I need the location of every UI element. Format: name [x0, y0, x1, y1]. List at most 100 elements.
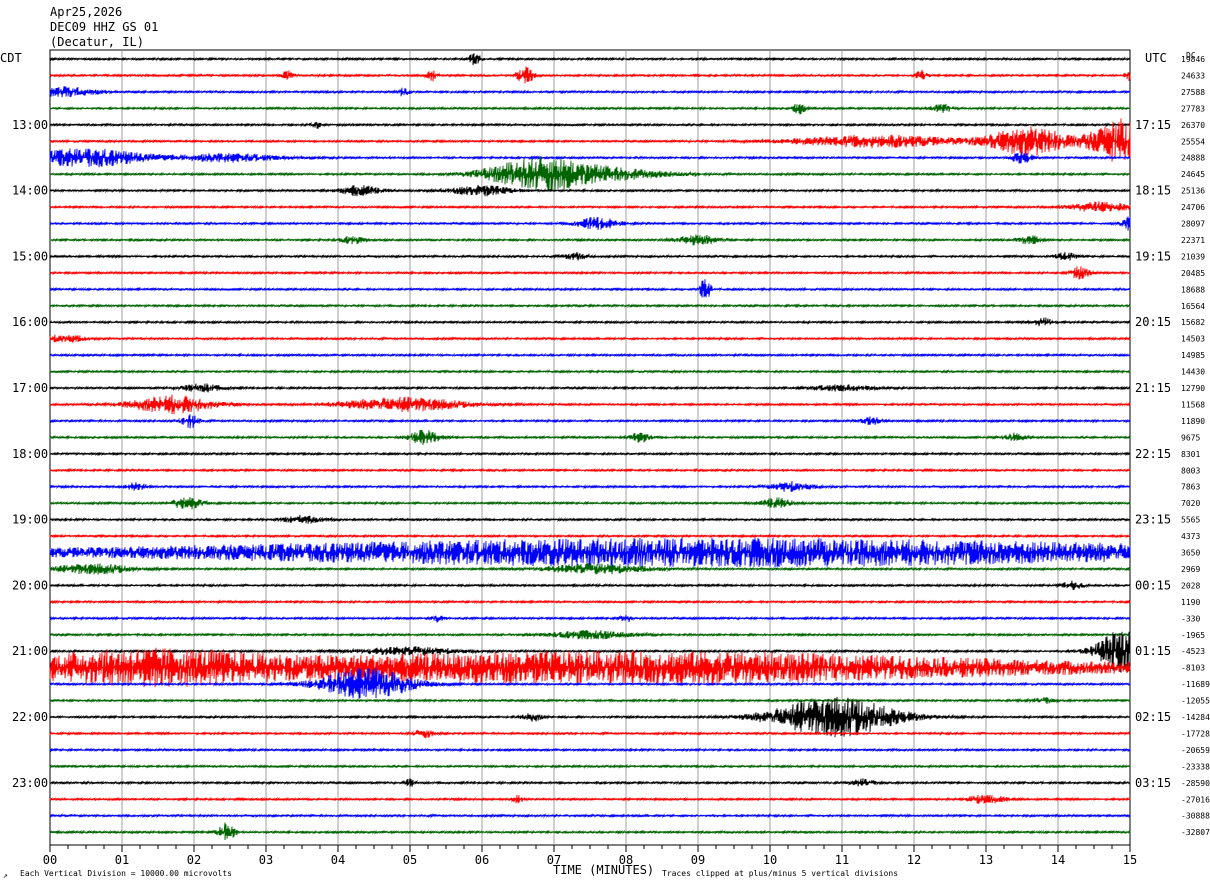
cdt-hour-label: 17:00: [12, 381, 48, 395]
trace-line: [49, 631, 1131, 673]
trace-line: [49, 563, 1131, 575]
dc-offset-label: -17728: [1181, 729, 1210, 738]
trace-line: [49, 794, 1131, 804]
trace-line: [49, 279, 1131, 298]
dc-offset-label: -4523: [1181, 647, 1205, 656]
trace-line: [49, 429, 1131, 445]
cdt-hour-label: 20:00: [12, 578, 48, 592]
utc-label: UTC: [1145, 51, 1167, 65]
dc-offset-label: 25554: [1181, 137, 1205, 146]
dc-offset-label: 19846: [1181, 55, 1205, 64]
trace-line: [49, 599, 1131, 605]
x-tick-label: 11: [835, 853, 849, 867]
trace-group: [49, 53, 1131, 841]
dc-offset-label: 15682: [1181, 318, 1205, 327]
trace-line: [49, 234, 1131, 246]
dc-offset-label: 24633: [1181, 71, 1205, 80]
dc-offset-label: -1965: [1181, 631, 1205, 640]
dc-offset-label: -12055: [1181, 697, 1210, 706]
trace-line: [49, 216, 1131, 231]
dc-offset-label: 14985: [1181, 351, 1205, 360]
trace-line: [49, 334, 1131, 343]
dc-offset-label: 20485: [1181, 269, 1205, 278]
utc-hour-label: 19:15: [1135, 249, 1171, 263]
x-tick-label: 01: [115, 853, 129, 867]
dc-offset-label: -14284: [1181, 713, 1210, 722]
cdt-hour-label: 15:00: [12, 249, 48, 263]
cdt-hour-label: 22:00: [12, 710, 48, 724]
trace-line: [49, 481, 1131, 493]
trace-line: [49, 451, 1131, 457]
x-tick-label: 05: [403, 853, 417, 867]
station-label: DEC09 HHZ GS 01: [50, 20, 158, 34]
utc-hour-label: 02:15: [1135, 710, 1171, 724]
trace-line: [49, 414, 1131, 429]
trace-line: [49, 667, 1131, 699]
cdt-hour-label: 21:00: [12, 644, 48, 658]
trace-line: [49, 696, 1131, 738]
dc-offset-label: -8103: [1181, 664, 1205, 673]
scale-note: Each Vertical Division = 10000.00 microv…: [20, 869, 232, 878]
dc-offset-label: 7863: [1181, 483, 1200, 492]
x-tick-label: 10: [763, 853, 777, 867]
dc-offset-label: -30888: [1181, 812, 1210, 821]
dc-offset-label: -23338: [1181, 762, 1210, 771]
x-tick-label: 08: [619, 853, 633, 867]
trace-line: [49, 647, 1131, 688]
dc-offset-label: -27016: [1181, 795, 1210, 804]
dc-label: DC: [1186, 51, 1196, 60]
dc-offset-label: 24706: [1181, 203, 1205, 212]
trace-line: [49, 352, 1131, 358]
cdt-hour-label: 23:00: [12, 776, 48, 790]
dc-offset-label: -20659: [1181, 746, 1210, 755]
x-axis-title: TIME (MINUTES): [553, 863, 654, 877]
dc-offset-label: 11568: [1181, 400, 1205, 409]
dc-offset-label: 21039: [1181, 252, 1205, 261]
x-tick-label: 00: [43, 853, 57, 867]
utc-hour-label: 01:15: [1135, 644, 1171, 658]
trace-line: [49, 148, 1131, 168]
dc-offset-label: 22371: [1181, 236, 1205, 245]
utc-hour-label: 03:15: [1135, 776, 1171, 790]
trace-line: [49, 778, 1131, 787]
trace-line: [49, 497, 1131, 510]
trace-line: [49, 266, 1131, 280]
utc-hour-label: 00:15: [1135, 578, 1171, 592]
trace-line: [49, 86, 1131, 98]
dc-offset-label: -330: [1181, 614, 1200, 623]
trace-line: [49, 369, 1131, 375]
utc-hour-label: 22:15: [1135, 447, 1171, 461]
x-tick-label: 02: [187, 853, 201, 867]
trace-line: [49, 467, 1131, 473]
trace-line: [49, 537, 1131, 568]
dc-offset-label: 27588: [1181, 88, 1205, 97]
cdt-hour-label: 16:00: [12, 315, 48, 329]
cdt-hour-label: 18:00: [12, 447, 48, 461]
local-hour-labels: 13:00 14:00 15:00 16:00 17:00 18:00 19:00 20:00…: [12, 118, 48, 790]
trace-line: [49, 201, 1131, 213]
trace-line: [49, 822, 1131, 841]
utc-hour-label: 21:15: [1135, 381, 1171, 395]
dc-offset-label: -32807: [1181, 828, 1210, 837]
dc-offset-label: 9675: [1181, 433, 1200, 442]
trace-line: [49, 66, 1131, 84]
x-tick-label: 12: [907, 853, 921, 867]
time-grid: [49, 49, 1131, 846]
x-tick-label: 13: [979, 853, 993, 867]
dc-offset-label: 14503: [1181, 335, 1205, 344]
dc-offset-label: 2028: [1181, 581, 1200, 590]
trace-line: [49, 514, 1131, 524]
trace-line: [49, 303, 1131, 309]
trace-line: [49, 813, 1131, 819]
trace-line: [49, 629, 1131, 640]
utc-hour-label: 17:15: [1135, 118, 1171, 132]
dc-offset-label: 8003: [1181, 466, 1200, 475]
dc-offset-label: 18688: [1181, 285, 1205, 294]
plot-frame: [49, 49, 1131, 846]
dc-offset-label: 25136: [1181, 187, 1205, 196]
dc-offset-label: 8301: [1181, 450, 1200, 459]
dc-offset-label: -28590: [1181, 779, 1210, 788]
trace-line: [49, 580, 1131, 590]
date-label: Apr25,2026: [50, 5, 122, 19]
